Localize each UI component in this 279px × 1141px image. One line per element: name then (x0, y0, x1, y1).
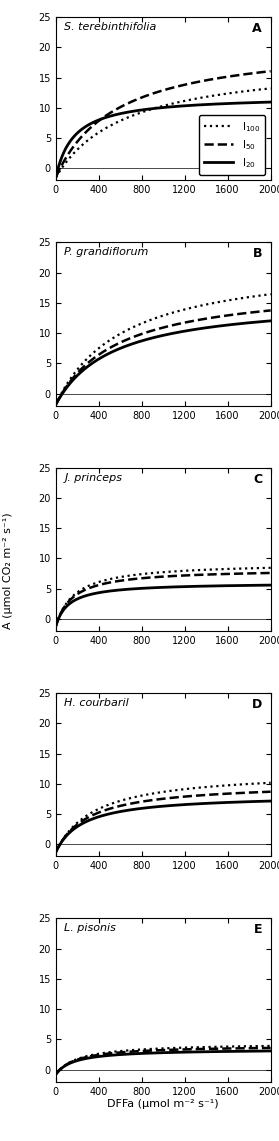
Text: C: C (253, 472, 262, 486)
Text: L. pisonis: L. pisonis (64, 923, 116, 933)
Text: J. princeps: J. princeps (64, 472, 122, 483)
Text: A: A (252, 22, 262, 35)
X-axis label: DFFa (μmol m⁻² s⁻¹): DFFa (μmol m⁻² s⁻¹) (107, 1099, 219, 1109)
Text: P. grandiflorum: P. grandiflorum (64, 248, 149, 258)
Legend: I$_{100}$, I$_{50}$, I$_{20}$: I$_{100}$, I$_{50}$, I$_{20}$ (199, 115, 265, 176)
Text: A (μmol CO₂ m⁻² s⁻¹): A (μmol CO₂ m⁻² s⁻¹) (3, 512, 13, 629)
Text: S. terebinthifolia: S. terebinthifolia (64, 22, 157, 32)
Text: H. courbaril: H. courbaril (64, 698, 129, 707)
Text: E: E (254, 923, 262, 937)
Text: D: D (252, 698, 262, 711)
Text: B: B (252, 248, 262, 260)
